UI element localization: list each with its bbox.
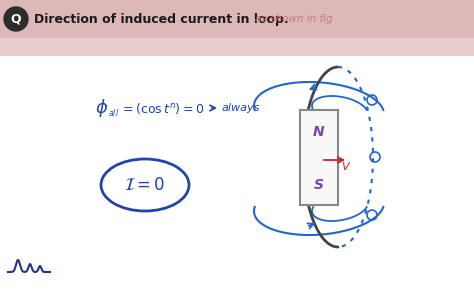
Text: $\phi$: $\phi$: [95, 97, 108, 119]
Text: $\mathcal{I}=0$: $\mathcal{I}=0$: [124, 176, 166, 194]
Text: V: V: [341, 162, 348, 172]
Text: $= ({\rm cos\,}t^n) = 0$: $= ({\rm cos\,}t^n) = 0$: [120, 101, 204, 115]
Circle shape: [4, 7, 28, 31]
Text: as shown in fig: as shown in fig: [255, 14, 333, 24]
Text: N: N: [313, 125, 325, 139]
Bar: [0, 38, 474, 56]
Bar: [0, 56, 474, 296]
Text: S: S: [314, 178, 324, 192]
Bar: [0, 0, 474, 38]
Text: Q: Q: [11, 12, 21, 25]
Text: Direction of induced current in loop.: Direction of induced current in loop.: [34, 12, 289, 25]
Bar: [300, 110, 338, 205]
Text: $_{all}$: $_{all}$: [108, 108, 119, 120]
Text: always: always: [222, 103, 260, 113]
